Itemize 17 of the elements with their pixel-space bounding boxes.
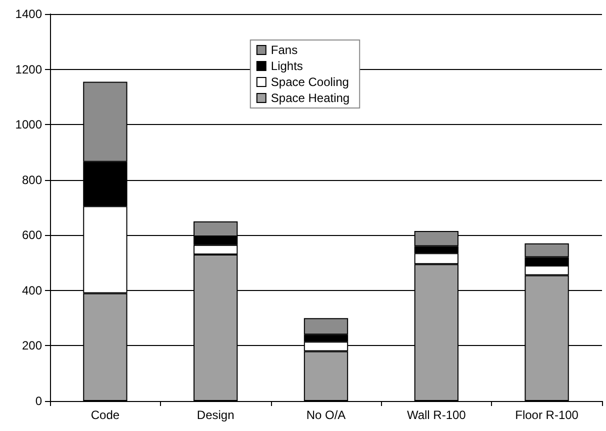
y-tick-label: 1000 (15, 118, 42, 132)
x-tick-label: Floor R-100 (515, 408, 579, 422)
y-tick-label: 800 (22, 172, 42, 187)
y-tick-label: 200 (22, 338, 42, 353)
x-tick-label: Wall R-100 (406, 408, 466, 422)
legend-label: Lights (270, 59, 303, 73)
y-tick-label: 400 (22, 283, 42, 298)
x-tick-label: No O/A (306, 408, 346, 422)
x-tick-label: Code (90, 408, 120, 422)
y-tick-label: 1400 (15, 7, 42, 21)
legend-label: Space Heating (270, 91, 350, 105)
x-tick-label: Design (196, 408, 234, 422)
legend-label: Fans (270, 43, 298, 57)
y-tick-label: 1200 (15, 62, 42, 76)
y-tick-label: 600 (22, 228, 42, 242)
legend-label: Space Cooling (270, 75, 349, 89)
y-tick-label: 0 (35, 394, 42, 408)
